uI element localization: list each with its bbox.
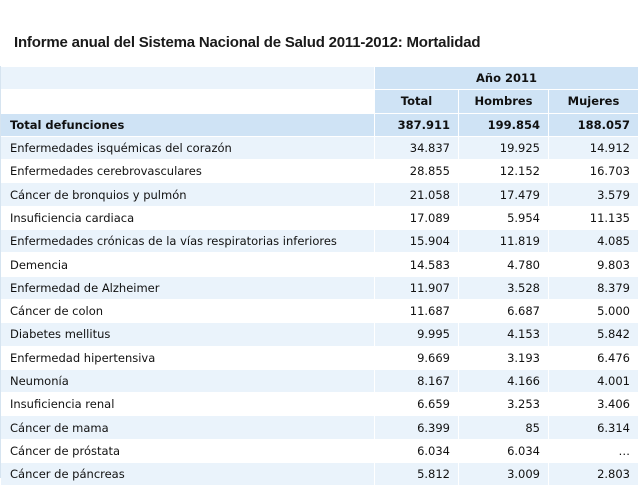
table-row: Enfermedades crónicas de la vías respira… xyxy=(1,230,638,253)
cell-mujeres: 188.057 xyxy=(549,113,638,136)
cell-mujeres: 3.406 xyxy=(549,393,638,416)
row-label: Cáncer de colon xyxy=(1,299,375,322)
cell-hombres: 12.152 xyxy=(459,160,549,183)
row-label: Diabetes mellitus xyxy=(1,323,375,346)
cell-total: 34.837 xyxy=(375,136,459,159)
cell-hombres: 6.687 xyxy=(459,299,549,322)
cell-hombres: 19.925 xyxy=(459,136,549,159)
cell-mujeres: 5.000 xyxy=(549,299,638,322)
cell-mujeres: 2.803 xyxy=(549,463,638,486)
row-label: Insuficiencia cardiaca xyxy=(1,206,375,229)
mortality-table: Año 2011 Total Hombres Mujeres Total def… xyxy=(0,66,638,486)
cell-hombres: 3.193 xyxy=(459,346,549,369)
row-label: Cáncer de mama xyxy=(1,416,375,439)
row-label: Enfermedad de Alzheimer xyxy=(1,276,375,299)
cell-mujeres: 5.842 xyxy=(549,323,638,346)
header-blank-cell xyxy=(1,67,375,90)
cell-mujeres: 14.912 xyxy=(549,136,638,159)
cell-hombres: 4.153 xyxy=(459,323,549,346)
row-label: Enfermedades isquémicas del corazón xyxy=(1,136,375,159)
row-label: Cáncer de bronquios y pulmón xyxy=(1,183,375,206)
cell-mujeres: 4.001 xyxy=(549,369,638,392)
cell-mujeres: 16.703 xyxy=(549,160,638,183)
cell-hombres: 5.954 xyxy=(459,206,549,229)
cell-hombres: 4.166 xyxy=(459,369,549,392)
row-label: Demencia xyxy=(1,253,375,276)
row-label: Cáncer de próstata xyxy=(1,439,375,462)
cell-total: 17.089 xyxy=(375,206,459,229)
cell-hombres: 85 xyxy=(459,416,549,439)
header-blank-cell xyxy=(1,90,375,113)
cell-hombres: 11.819 xyxy=(459,230,549,253)
column-header-hombres: Hombres xyxy=(459,90,549,113)
cell-mujeres: 9.803 xyxy=(549,253,638,276)
cell-total: 387.911 xyxy=(375,113,459,136)
cell-mujeres: … xyxy=(549,439,638,462)
row-label: Neumonía xyxy=(1,369,375,392)
cell-hombres: 6.034 xyxy=(459,439,549,462)
cell-mujeres: 6.314 xyxy=(549,416,638,439)
cell-total: 6.659 xyxy=(375,393,459,416)
cell-total: 11.907 xyxy=(375,276,459,299)
column-header-total: Total xyxy=(375,90,459,113)
row-label: Total defunciones xyxy=(1,113,375,136)
cell-mujeres: 6.476 xyxy=(549,346,638,369)
cell-total: 21.058 xyxy=(375,183,459,206)
cell-mujeres: 4.085 xyxy=(549,230,638,253)
cell-hombres: 4.780 xyxy=(459,253,549,276)
row-label: Insuficiencia renal xyxy=(1,393,375,416)
row-label: Enfermedad hipertensiva xyxy=(1,346,375,369)
row-label: Enfermedades cerebrovasculares xyxy=(1,160,375,183)
cell-total: 9.995 xyxy=(375,323,459,346)
row-label: Cáncer de páncreas xyxy=(1,463,375,486)
cell-mujeres: 8.379 xyxy=(549,276,638,299)
cell-total: 5.812 xyxy=(375,463,459,486)
cell-total: 14.583 xyxy=(375,253,459,276)
cell-total: 28.855 xyxy=(375,160,459,183)
cell-mujeres: 3.579 xyxy=(549,183,638,206)
cell-total: 6.034 xyxy=(375,439,459,462)
column-header-mujeres: Mujeres xyxy=(549,90,638,113)
cell-total: 15.904 xyxy=(375,230,459,253)
cell-total: 6.399 xyxy=(375,416,459,439)
cell-hombres: 199.854 xyxy=(459,113,549,136)
page-title: Informe anual del Sistema Nacional de Sa… xyxy=(14,34,480,51)
cell-hombres: 3.253 xyxy=(459,393,549,416)
cell-hombres: 3.009 xyxy=(459,463,549,486)
table-row-total: Total defunciones 387.911 199.854 188.05… xyxy=(1,113,638,136)
cell-total: 11.687 xyxy=(375,299,459,322)
cell-hombres: 3.528 xyxy=(459,276,549,299)
year-header: Año 2011 xyxy=(375,67,638,90)
cell-hombres: 17.479 xyxy=(459,183,549,206)
cell-total: 9.669 xyxy=(375,346,459,369)
cell-total: 8.167 xyxy=(375,369,459,392)
row-label: Enfermedades crónicas de la vías respira… xyxy=(1,230,375,253)
cell-mujeres: 11.135 xyxy=(549,206,638,229)
